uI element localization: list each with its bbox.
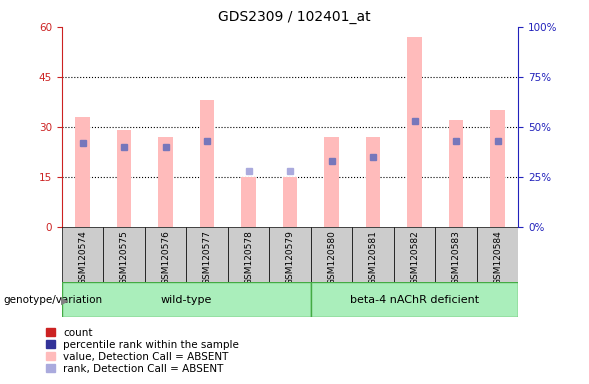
Text: genotype/variation: genotype/variation [3, 295, 102, 305]
Text: ▶: ▶ [61, 295, 68, 305]
Bar [75, 117, 90, 227]
Text: GSM120582: GSM120582 [410, 230, 419, 285]
Bar [325, 137, 339, 227]
FancyBboxPatch shape [435, 227, 477, 282]
Bar [490, 110, 505, 227]
Text: GSM120576: GSM120576 [161, 230, 170, 285]
Text: GSM120574: GSM120574 [78, 230, 87, 285]
FancyBboxPatch shape [394, 227, 435, 282]
FancyBboxPatch shape [311, 227, 352, 282]
FancyBboxPatch shape [311, 282, 518, 317]
FancyBboxPatch shape [62, 227, 103, 282]
FancyBboxPatch shape [103, 227, 145, 282]
Bar [158, 137, 173, 227]
Text: GSM120584: GSM120584 [493, 230, 502, 285]
FancyBboxPatch shape [62, 282, 311, 317]
Text: GSM120579: GSM120579 [286, 230, 294, 285]
FancyBboxPatch shape [228, 227, 269, 282]
Bar [449, 120, 464, 227]
Text: GDS2309 / 102401_at: GDS2309 / 102401_at [218, 10, 371, 23]
Text: wild-type: wild-type [161, 295, 212, 305]
Text: GSM120577: GSM120577 [203, 230, 211, 285]
Bar [241, 177, 256, 227]
FancyBboxPatch shape [477, 227, 518, 282]
Legend: count, percentile rank within the sample, value, Detection Call = ABSENT, rank, : count, percentile rank within the sample… [47, 328, 239, 374]
Bar [283, 177, 297, 227]
Bar [408, 37, 422, 227]
Text: GSM120580: GSM120580 [327, 230, 336, 285]
FancyBboxPatch shape [145, 227, 186, 282]
Bar [200, 100, 214, 227]
Text: GSM120578: GSM120578 [244, 230, 253, 285]
Text: GSM120583: GSM120583 [452, 230, 461, 285]
Text: beta-4 nAChR deficient: beta-4 nAChR deficient [350, 295, 479, 305]
Text: GSM120575: GSM120575 [120, 230, 128, 285]
Text: GSM120581: GSM120581 [369, 230, 378, 285]
Bar [117, 130, 131, 227]
FancyBboxPatch shape [352, 227, 394, 282]
FancyBboxPatch shape [186, 227, 228, 282]
FancyBboxPatch shape [269, 227, 311, 282]
Bar [366, 137, 380, 227]
